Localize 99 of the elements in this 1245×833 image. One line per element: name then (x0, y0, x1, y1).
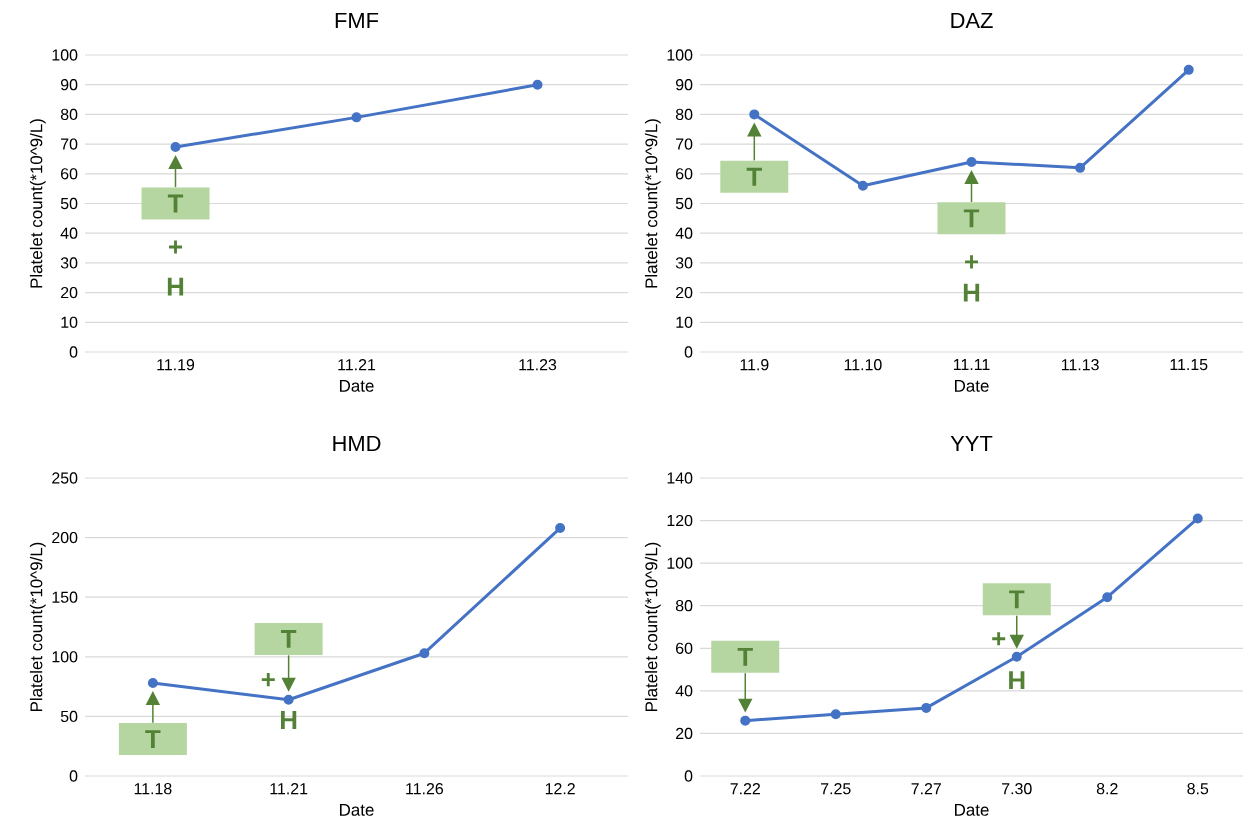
y-tick-label: 80 (675, 600, 693, 612)
chart-title: HMD (333, 435, 381, 452)
x-tick-label: 11.18 (134, 783, 172, 795)
point (1183, 64, 1194, 75)
y-tick-label: 40 (675, 227, 693, 239)
y-tick-label: 100 (667, 557, 693, 569)
y-tick-label: 20 (61, 286, 78, 299)
point (147, 678, 158, 689)
y-axis-title: Platelet count(*10^9/L) (644, 542, 661, 712)
point (966, 156, 977, 167)
x-tick-label: 11.23 (519, 359, 557, 371)
y-tick-label: 40 (60, 227, 78, 239)
annotation: T (281, 630, 297, 648)
x-tick-label: 7.30 (1002, 783, 1032, 795)
x-tick-label: 11.26 (406, 783, 444, 795)
point (1192, 513, 1203, 524)
x-tick-label: 8.2 (1096, 783, 1118, 795)
y-tick-label: 60 (676, 642, 693, 654)
y-tick-label: 60 (676, 168, 693, 180)
annotation: H (167, 277, 184, 296)
y-tick-label: 20 (676, 727, 693, 740)
point (351, 112, 362, 123)
x-axis-title: Date (339, 380, 374, 392)
x-tick-label: 11.9 (740, 359, 769, 371)
annotation: + (965, 255, 979, 269)
annotation: + (992, 632, 1006, 646)
x-axis-title: Date (339, 804, 374, 816)
x-tick-label: 11.10 (844, 359, 882, 371)
y-tick-label: 30 (60, 257, 78, 269)
y-tick-label: 0 (69, 770, 78, 782)
chart-title: YYT (950, 435, 993, 451)
y-tick-label: 0 (684, 346, 693, 358)
x-tick-label: 11.21 (338, 359, 376, 371)
x-tick-label: 8.5 (1187, 783, 1209, 795)
point (921, 702, 932, 713)
y-tick-label: 90 (675, 79, 693, 91)
y-tick-label: 120 (667, 514, 693, 527)
annotation: + (169, 240, 183, 254)
y-tick-label: 100 (667, 49, 693, 61)
x-tick-label: 7.22 (730, 783, 760, 795)
x-tick-label: 11.13 (1061, 359, 1099, 371)
y-tick-label: 60 (61, 168, 78, 180)
chart-title: DAZ (951, 12, 993, 28)
point (1075, 162, 1086, 173)
point (1102, 592, 1113, 603)
y-axis-title: Platelet count(*10^9/L) (29, 542, 46, 712)
y-tick-label: 100 (52, 49, 78, 61)
point (830, 709, 841, 720)
y-axis-title: Platelet count(*10^9/L) (29, 119, 46, 288)
y-tick-label: 0 (684, 770, 693, 782)
y-tick-label: 50 (60, 197, 78, 210)
y-tick-label: 50 (675, 197, 693, 210)
y-tick-label: 30 (675, 257, 693, 269)
point (532, 79, 543, 90)
point (419, 648, 430, 659)
x-axis-title: Date (954, 380, 989, 392)
y-tick-label: 250 (52, 472, 78, 484)
y-tick-label: 70 (61, 138, 78, 150)
annotation: H (280, 711, 297, 729)
y-tick-label: 80 (60, 108, 78, 121)
y-tick-label: 10 (676, 316, 693, 328)
x-tick-label: 7.27 (911, 783, 941, 795)
annotation: H (963, 283, 980, 302)
x-tick-label: 11.11 (953, 359, 990, 370)
x-tick-label: 11.19 (157, 359, 195, 371)
y-axis-title: Platelet count(*10^9/L) (644, 119, 661, 288)
y-tick-label: 90 (60, 79, 78, 91)
x-tick-label: 7.25 (821, 783, 851, 795)
point (857, 180, 868, 191)
annotation: T (1009, 590, 1025, 609)
x-tick-label: 11.15 (1170, 359, 1208, 371)
annotation: H (1009, 671, 1025, 690)
y-tick-label: 140 (667, 472, 693, 484)
annotation: + (261, 673, 275, 687)
point (555, 523, 566, 534)
point (170, 142, 181, 153)
chart-title: FMF (335, 12, 379, 28)
annotation: T (737, 647, 753, 666)
y-tick-label: 100 (52, 651, 78, 663)
annotation: T (145, 730, 161, 748)
y-tick-label: 10 (61, 316, 78, 328)
y-tick-label: 50 (60, 710, 78, 723)
x-tick-label: 12.2 (545, 783, 575, 795)
y-tick-label: 80 (675, 108, 693, 121)
y-tick-label: 150 (52, 591, 78, 603)
point (749, 109, 760, 120)
annotation: T (167, 194, 184, 213)
y-tick-label: 20 (676, 286, 693, 299)
annotation: T (746, 167, 762, 186)
point (1011, 651, 1022, 662)
x-tick-label: 11.21 (270, 783, 308, 795)
y-tick-label: 0 (69, 346, 78, 358)
y-tick-label: 200 (52, 531, 78, 544)
point (740, 715, 751, 726)
annotation: T (963, 209, 980, 228)
y-tick-label: 40 (675, 685, 693, 697)
y-tick-label: 70 (676, 138, 693, 150)
point (283, 694, 294, 705)
x-axis-title: Date (955, 804, 989, 816)
